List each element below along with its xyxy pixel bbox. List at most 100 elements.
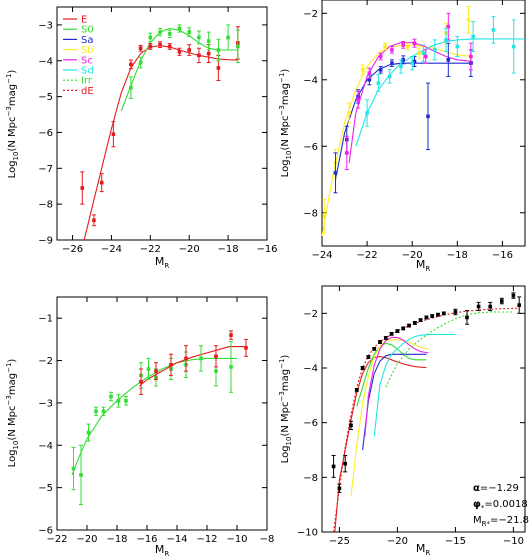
y-tick-label: −4 (38, 56, 53, 67)
fit-curve-sb (321, 44, 474, 237)
data-point-s0 (167, 32, 172, 36)
y-axis-label: Log10(N Mpc−3mag−1) (5, 359, 20, 468)
data-point-s0 (226, 35, 230, 40)
y-tick-label: −5 (38, 92, 53, 103)
y-tick-label: −6 (38, 526, 53, 537)
y-tick-label: −6 (303, 418, 318, 429)
x-axis-label: MR (416, 542, 431, 557)
data-point-de (214, 354, 218, 359)
axis-ticks: −25 −20 −15 −10 −10 −8 −6 −4 −2 (297, 286, 525, 547)
data-point-sc (390, 48, 394, 52)
data-point-s0 (187, 30, 192, 34)
data-point-sa (401, 58, 405, 62)
data-point-total (442, 311, 446, 316)
x-tick-label: −18 (218, 244, 239, 255)
data-point-irr (124, 398, 128, 403)
x-axis-label: MR (416, 258, 431, 273)
data-point-sd (491, 28, 496, 32)
y-tick-label: −9 (38, 236, 53, 247)
y-tick-label: −10 (297, 528, 318, 539)
data-point-total (407, 323, 411, 328)
data-point-irr (94, 409, 98, 414)
data-point-sc (345, 151, 349, 155)
data-point-sc (401, 43, 405, 47)
panel-bottom-left: −22 −20 −18 −16 −14 −12 −10 −8 −6 −5 −4 −3 −2 −1 MR L… (5, 296, 274, 558)
data-point-total (436, 312, 440, 317)
x-tick-label: −14 (166, 534, 187, 545)
data-point-sb (466, 18, 471, 22)
data-point-e (138, 46, 143, 51)
fit-curve-irr (385, 311, 514, 388)
data-point-sd (387, 74, 392, 79)
phi-star-param: φ*=0.0018 (473, 499, 528, 512)
data-point-total (395, 329, 400, 333)
axis-ticks: −26 −24 −22 −20 −18 −16 −9 −8 −7 −6 −5 −4 −3 (38, 7, 278, 255)
data-point-irr (199, 356, 203, 361)
y-tick-label: −2 (303, 309, 318, 320)
fit-curve-s0 (120, 27, 238, 112)
x-tick-label: −15 (445, 536, 466, 547)
data-point-e (187, 48, 192, 52)
data-point-sb (417, 51, 421, 55)
y-tick-label: −5 (38, 483, 53, 494)
fit-curve-sd (373, 333, 456, 437)
fit-curves (321, 38, 525, 237)
data-point-total (331, 464, 336, 469)
data-point-irr (109, 394, 113, 399)
fit-curve-de (139, 346, 245, 387)
data-point-e (177, 50, 182, 54)
data-point-sd (410, 61, 415, 65)
panel-top-left: −26 −24 −22 −20 −18 −16 −9 −8 −7 −6 −5 −4 −3 ES0SaSb… (5, 6, 278, 270)
panel-frame (321, 285, 526, 533)
x-tick-label: −20 (402, 250, 423, 261)
x-tick-label: −16 (492, 250, 513, 261)
x-tick-label: −20 (387, 536, 408, 547)
data-point-sa (367, 77, 372, 82)
y-tick-label: −3 (38, 398, 53, 409)
data-point-sa (426, 114, 430, 119)
y-tick-label: −8 (38, 200, 53, 211)
x-tick-label: −10 (503, 536, 524, 547)
fit-curves (83, 27, 238, 241)
data-point-e (158, 42, 162, 47)
data-point-sd (455, 44, 460, 49)
data-point-e (99, 180, 104, 185)
data-point-e (216, 66, 221, 70)
data-point-s0 (236, 44, 240, 49)
data-point-total (360, 366, 365, 370)
data-point-de (184, 356, 188, 361)
x-axis-label: MR (155, 255, 170, 270)
y-axis-label: Log10(N Mpc−3mag−1) (5, 70, 20, 179)
fit-curve-s0 (356, 342, 427, 407)
data-point-total (465, 315, 469, 320)
data-point-sc (367, 71, 372, 75)
y-tick-label: −6 (38, 128, 53, 139)
y-tick-label: −3 (38, 20, 53, 31)
data-point-sb (322, 214, 327, 218)
data-point-total (389, 332, 394, 336)
fit-curves (71, 346, 245, 476)
x-tick-label: −24 (311, 250, 332, 261)
data-point-sb (347, 111, 351, 115)
x-axis-label: MR (155, 543, 170, 558)
legend-label-s0: S0 (81, 25, 94, 36)
data-point-total (476, 304, 481, 309)
y-axis-label: Log10(N Mpc−3mag−1) (278, 355, 293, 464)
panel-frame (56, 296, 268, 531)
legend-label-irr: Irr (81, 76, 93, 87)
data-point-e (111, 132, 116, 137)
data-point-sd (432, 48, 437, 52)
data-point-de (154, 369, 158, 373)
data-point-total (378, 340, 382, 344)
y-tick-label: −2 (38, 356, 53, 367)
fit-curve-sa (362, 353, 427, 451)
panel-frame (321, 0, 526, 247)
m-star-param: MR*=−21.8 (473, 515, 529, 528)
data-point-e (92, 218, 96, 223)
data-point-s0 (129, 85, 133, 90)
data-point-sa (378, 68, 383, 72)
y-tick-label: −8 (303, 208, 318, 219)
data-point-irr (86, 430, 91, 435)
data-point-e (80, 186, 85, 190)
